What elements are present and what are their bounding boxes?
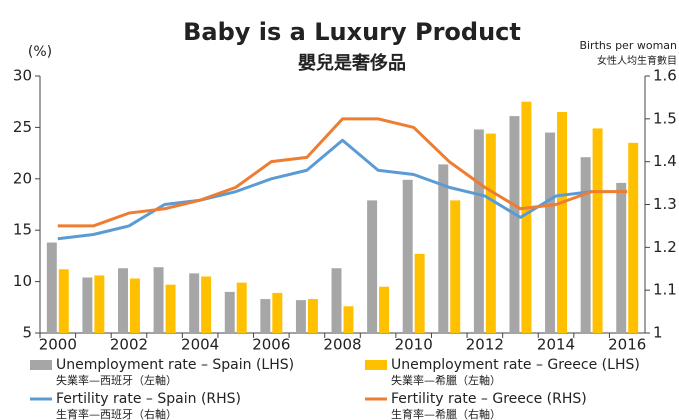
- bar: [379, 286, 390, 333]
- legend-label-zh: 生育率—希臘（右軸）: [391, 407, 501, 420]
- bar: [236, 282, 247, 333]
- bar: [450, 200, 461, 333]
- bar: [82, 277, 93, 333]
- bar: [224, 291, 235, 333]
- y-tick-label: 30: [13, 67, 32, 85]
- bar: [509, 116, 520, 333]
- bar: [343, 306, 354, 333]
- bar: [58, 269, 69, 333]
- bar: [580, 157, 591, 333]
- bar: [438, 164, 449, 333]
- bar: [367, 200, 378, 333]
- legend-label-zh: 失業率—西班牙（左軸）: [56, 373, 177, 387]
- x-tick-label: 2000: [39, 336, 77, 354]
- bar: [46, 242, 57, 333]
- bar: [189, 273, 200, 333]
- y-tick-label: 25: [13, 118, 32, 136]
- y2-tick-label: 1.4: [653, 152, 677, 170]
- y2-tick-label: 1.3: [653, 195, 677, 213]
- x-tick-label: 2014: [537, 336, 575, 354]
- legend-label: Unemployment rate – Spain (LHS): [56, 357, 294, 373]
- x-tick-label: 2008: [323, 336, 361, 354]
- y2-tick-label: 1.6: [653, 67, 677, 85]
- legend-label: Fertility rate – Spain (RHS): [56, 391, 241, 407]
- x-tick-label: 2002: [110, 336, 148, 354]
- y2-axis-label-zh: 女性人均生育數目: [597, 54, 677, 67]
- y2-tick-label: 1.5: [653, 109, 677, 127]
- bar: [165, 284, 176, 333]
- y2-tick-label: 1.2: [653, 238, 677, 256]
- bar: [260, 299, 271, 333]
- bar: [545, 132, 556, 333]
- x-tick-label: 2016: [608, 336, 646, 354]
- y-tick-label: 5: [22, 324, 32, 342]
- bar: [201, 276, 212, 333]
- bar: [473, 129, 484, 333]
- bar: [414, 253, 425, 333]
- y-tick-label: 20: [13, 169, 32, 187]
- bar: [485, 133, 496, 333]
- bar: [616, 182, 627, 333]
- bar: [129, 278, 140, 333]
- y2-axis-label: Births per woman: [579, 39, 677, 52]
- bar: [118, 268, 128, 333]
- chart-subtitle: 嬰兒是奢侈品: [298, 52, 406, 74]
- legend-swatch: [30, 360, 52, 370]
- y-tick-label: 10: [13, 272, 32, 290]
- legend-label: Fertility rate – Greece (RHS): [391, 391, 587, 407]
- bar: [402, 179, 413, 333]
- bar: [557, 111, 567, 333]
- y-tick-label: 15: [13, 221, 32, 239]
- bar: [628, 142, 639, 333]
- y2-tick-label: 1.1: [653, 281, 677, 299]
- bar: [307, 299, 318, 333]
- legend-label-zh: 生育率—西班牙（右軸）: [56, 407, 177, 420]
- legend-label: Unemployment rate – Greece (LHS): [391, 357, 640, 373]
- bar: [94, 275, 105, 333]
- bar: [272, 292, 283, 333]
- bar: [521, 101, 532, 333]
- legend-label-zh: 失業率—希臘（左軸）: [391, 373, 501, 387]
- bar: [295, 300, 306, 333]
- y-axis-label: (%): [28, 44, 52, 60]
- line: [57, 138, 592, 241]
- x-tick-label: 2004: [181, 336, 219, 354]
- bar: [331, 268, 342, 333]
- x-tick-label: 2012: [466, 336, 504, 354]
- y2-tick-label: 1: [653, 324, 663, 342]
- x-tick-label: 2006: [252, 336, 290, 354]
- bar: [592, 128, 603, 333]
- line: [57, 117, 628, 228]
- x-tick-label: 2010: [395, 336, 433, 354]
- legend-swatch: [365, 360, 387, 370]
- bar: [153, 267, 164, 333]
- chart-title: Baby is a Luxury Product: [183, 18, 521, 46]
